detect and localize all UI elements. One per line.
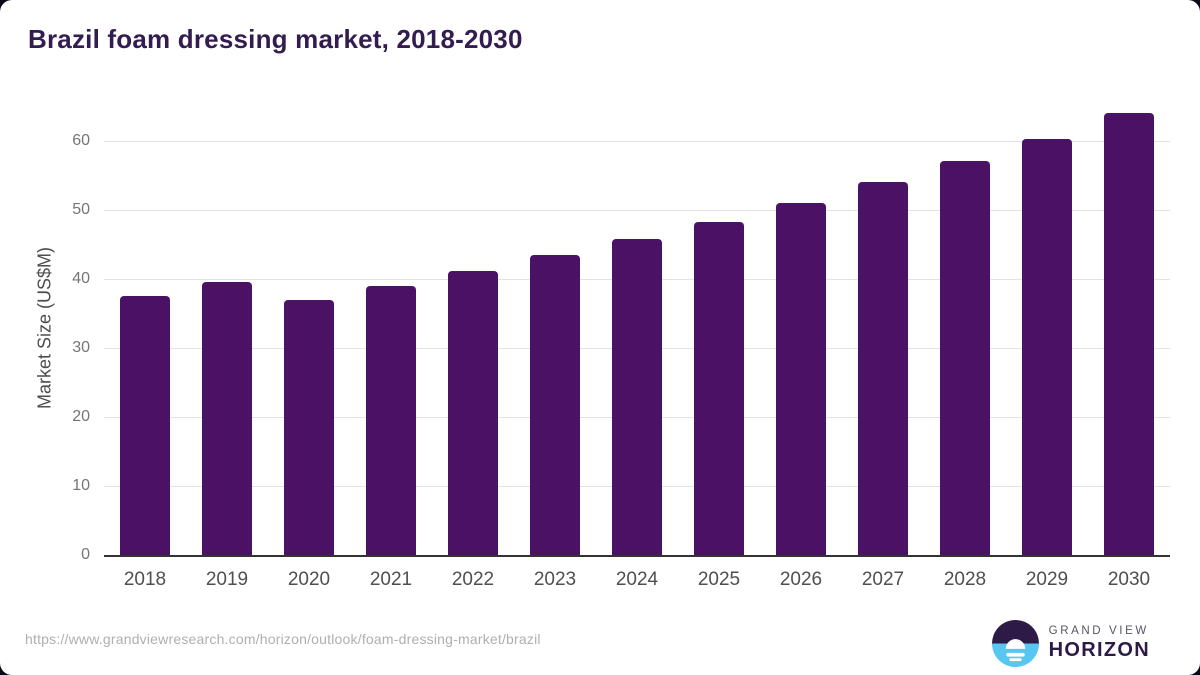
y-tick-label: 20 — [72, 408, 90, 426]
x-tick-label: 2021 — [369, 569, 413, 590]
bar-2021 — [366, 286, 416, 555]
bar-2029 — [1022, 138, 1072, 555]
x-tick-label: 2019 — [205, 569, 249, 590]
y-tick-label: 40 — [72, 270, 90, 288]
bar-2027 — [858, 182, 908, 555]
bar-2020 — [284, 299, 334, 555]
bar-2018 — [120, 295, 170, 555]
horizon-sun-circle-icon — [991, 620, 1039, 667]
bar-2022 — [448, 270, 498, 555]
gridline — [104, 141, 1170, 143]
logo-horizon-text: HORIZON — [1048, 639, 1150, 661]
x-tick-label: 2025 — [697, 569, 741, 590]
bar-2023 — [530, 255, 580, 555]
y-tick-label: 50 — [72, 201, 90, 219]
x-tick-label: 2022 — [451, 569, 495, 590]
source-url: https://www.grandviewresearch.com/horizo… — [25, 631, 541, 647]
x-tick-label: 2028 — [943, 569, 987, 590]
y-tick-label: 60 — [72, 132, 90, 150]
x-tick-label: 2020 — [287, 569, 331, 590]
logo-grand-view-text: GRAND VIEW — [1048, 625, 1149, 637]
grandview-horizon-logo: GRAND VIEW HORIZON — [991, 620, 1150, 667]
x-tick-label: 2027 — [861, 569, 905, 590]
bar-2024 — [612, 239, 662, 555]
plot-area: 0 10 20 30 40 50 60 2018 2019 2020 2021 2022 2023 202… — [72, 100, 1170, 590]
x-tick-label: 2023 — [533, 569, 577, 590]
x-tick-label: 2026 — [779, 569, 823, 590]
x-tick-label: 2018 — [123, 569, 167, 590]
bar-2025 — [694, 222, 744, 555]
bar-2028 — [940, 161, 990, 555]
y-tick-label: 10 — [72, 477, 90, 495]
logo-text: GRAND VIEW HORIZON — [1049, 625, 1150, 662]
x-tick-label: 2024 — [615, 569, 659, 590]
bar-2026 — [776, 203, 826, 555]
y-tick-label: 0 — [81, 546, 90, 563]
gridline — [104, 210, 1170, 212]
bar-2019 — [202, 282, 252, 555]
x-tick-label: 2030 — [1107, 569, 1151, 590]
y-axis-title: Market Size (US$M) — [34, 246, 55, 410]
bar-2030 — [1104, 113, 1154, 555]
chart-title: Brazil foam dressing market, 2018-2030 — [28, 24, 523, 54]
y-tick-label: 30 — [72, 339, 90, 357]
x-tick-label: 2029 — [1025, 569, 1069, 590]
